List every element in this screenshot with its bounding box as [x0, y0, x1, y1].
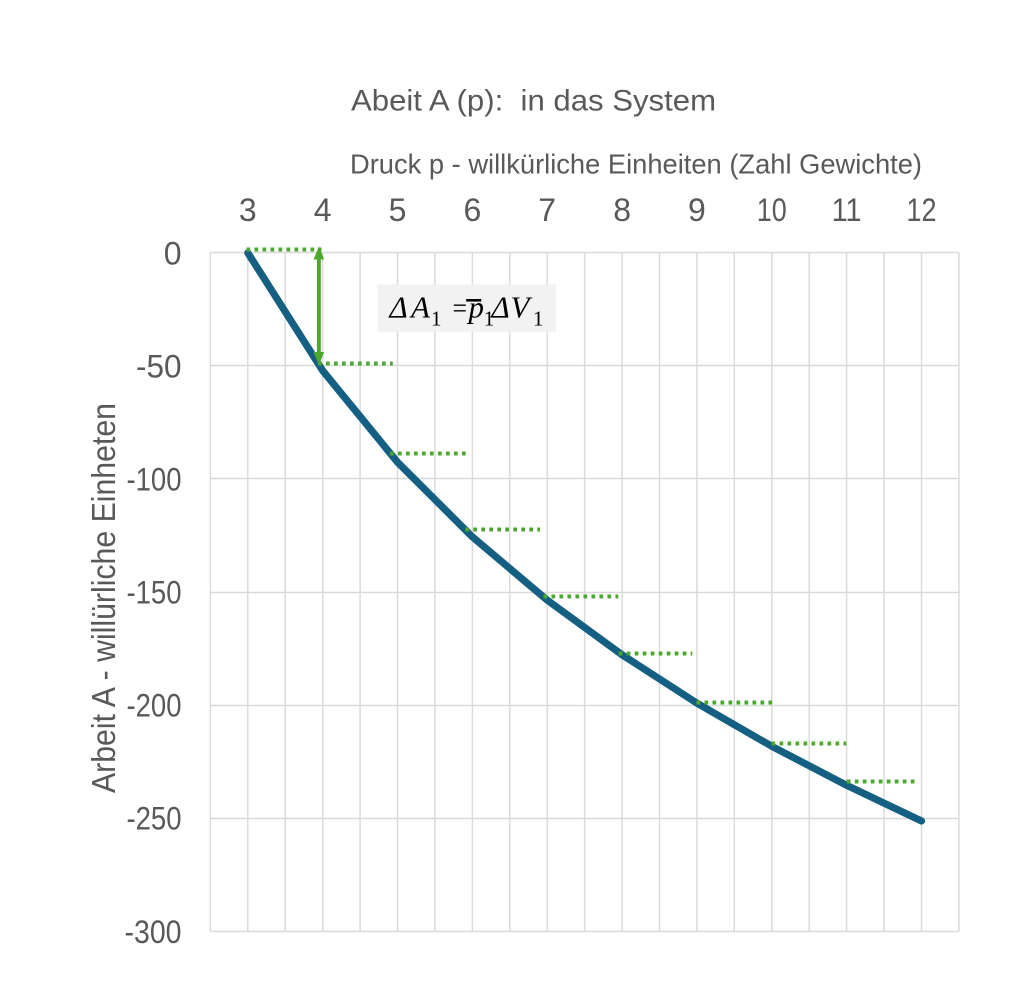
svg-text:4: 4 — [314, 192, 332, 228]
svg-text:12: 12 — [907, 192, 937, 228]
svg-text:6: 6 — [464, 192, 482, 228]
svg-text:-150: -150 — [127, 575, 182, 611]
svg-text:5: 5 — [389, 192, 407, 228]
svg-text:7: 7 — [538, 192, 556, 228]
svg-text:Abeit A (p): in das System: Abeit A (p): in das System — [351, 85, 716, 118]
svg-text:8: 8 — [613, 192, 631, 228]
svg-text:1: 1 — [533, 307, 544, 331]
svg-text:-250: -250 — [127, 801, 182, 837]
svg-text:-100: -100 — [127, 462, 182, 498]
svg-text:-50: -50 — [136, 349, 182, 385]
svg-text:A: A — [409, 290, 431, 325]
svg-text:9: 9 — [688, 192, 706, 228]
svg-text:11: 11 — [832, 192, 862, 228]
svg-text:Δ: Δ — [388, 290, 408, 325]
svg-text:Druck p - willkürliche Einheit: Druck p - willkürliche Einheiten (Zahl G… — [350, 149, 922, 180]
svg-text:V: V — [511, 290, 533, 325]
svg-text:Arbeit A - willürliche Einhete: Arbeit A - willürliche Einheten — [85, 403, 122, 793]
svg-text:10: 10 — [757, 192, 787, 228]
svg-text:p: p — [467, 290, 485, 325]
svg-text:0: 0 — [164, 235, 182, 271]
svg-text:1: 1 — [484, 307, 495, 331]
svg-text:-200: -200 — [127, 688, 182, 724]
svg-text:-300: -300 — [125, 914, 182, 950]
svg-text:Δ: Δ — [490, 290, 510, 325]
svg-text:3: 3 — [239, 192, 257, 228]
svg-text:1: 1 — [431, 307, 442, 331]
svg-text:=: = — [453, 293, 468, 325]
